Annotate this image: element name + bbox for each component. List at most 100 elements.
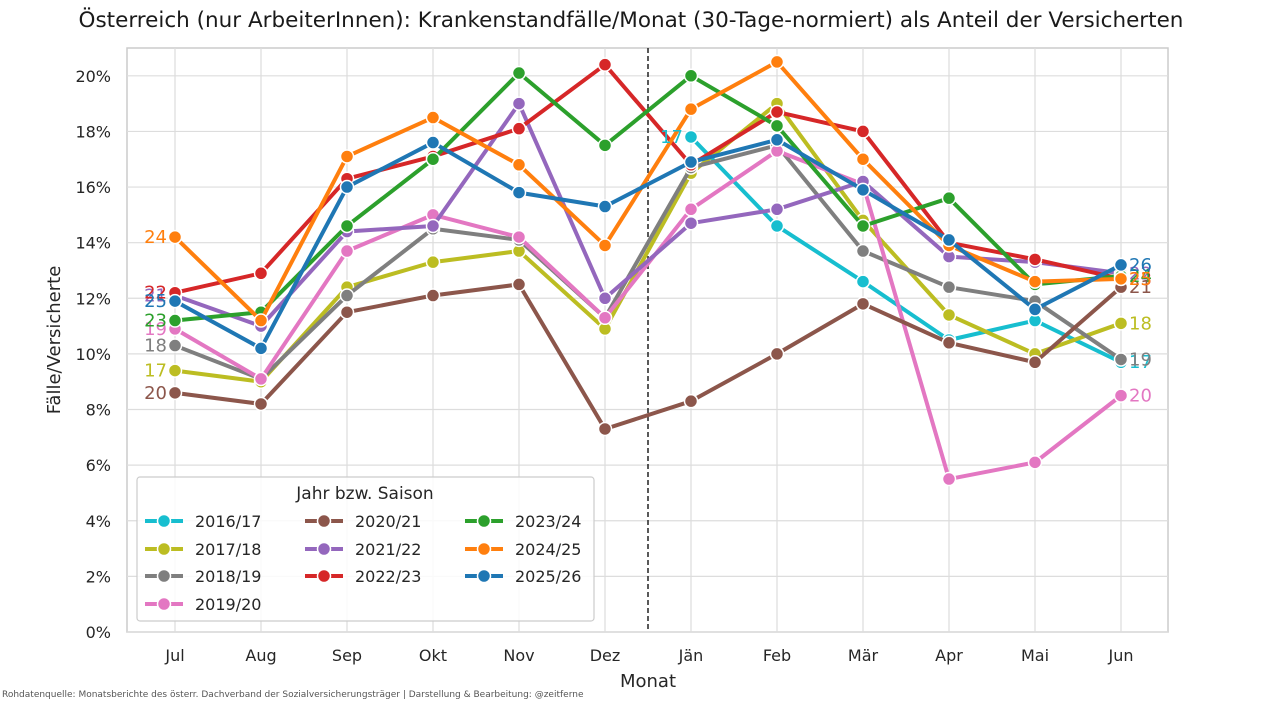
x-tick-label: Jän <box>678 646 704 665</box>
series-line <box>173 71 1123 323</box>
data-point <box>1113 316 1129 331</box>
data-point <box>683 202 699 217</box>
data-point <box>1113 271 1129 287</box>
y-tick-label: 16% <box>75 178 111 197</box>
data-point <box>1027 252 1043 267</box>
data-point <box>597 291 613 306</box>
data-point <box>511 96 527 111</box>
series-line <box>173 101 1123 384</box>
x-tick-label: Mai <box>1021 646 1049 665</box>
legend-swatch-marker <box>316 513 332 529</box>
y-tick-label: 4% <box>86 512 111 531</box>
data-point <box>683 154 699 170</box>
legend-swatch-marker <box>316 541 332 557</box>
series-end-label: 21 <box>1129 277 1152 298</box>
data-point <box>941 232 957 248</box>
source-note: Rohdatenquelle: Monatsberichte des öster… <box>2 690 584 700</box>
data-point <box>597 199 613 214</box>
series-end-label: 23 <box>1129 269 1152 290</box>
data-point <box>167 385 183 401</box>
data-point <box>855 124 871 139</box>
legend-label: 2020/21 <box>355 512 421 531</box>
legend-item: 2025/26 <box>465 567 581 586</box>
series-end-label: 22 <box>1129 263 1152 284</box>
x-tick-label: Jun <box>1108 646 1134 665</box>
series-end-label: 18 <box>1129 313 1152 334</box>
data-point <box>1113 388 1129 403</box>
legend-item: 2016/17 <box>145 512 261 531</box>
legend-items: 2016/17 2017/18 2018/19 2019/20 2020/21 2021/… <box>145 512 581 614</box>
legend-swatch-marker <box>476 541 492 557</box>
data-point <box>941 190 957 206</box>
data-point <box>597 138 613 153</box>
data-point <box>511 185 527 200</box>
data-point <box>167 363 183 378</box>
legend-swatch-marker <box>316 568 332 584</box>
data-point <box>683 101 699 117</box>
series-end-label: 24 <box>1129 266 1152 287</box>
data-point <box>769 346 785 362</box>
y-axis-label: Fälle/Versicherte <box>44 266 65 415</box>
data-point <box>425 135 441 150</box>
data-point <box>1113 257 1129 273</box>
legend-label: 2016/17 <box>195 512 261 531</box>
data-point <box>339 218 355 234</box>
legend-label: 2025/26 <box>515 567 581 586</box>
data-point <box>855 274 871 289</box>
data-point <box>253 313 269 328</box>
series-line <box>173 143 1123 381</box>
series-line <box>173 148 1123 482</box>
legend-item: 2024/25 <box>465 540 581 559</box>
data-point <box>339 288 355 303</box>
data-point <box>855 218 871 234</box>
x-tick-label: Nov <box>503 646 534 665</box>
data-point <box>253 266 269 281</box>
x-tick-label: Jul <box>164 646 184 665</box>
legend-label: 2024/25 <box>515 540 581 559</box>
y-tick-label: 20% <box>75 67 111 86</box>
data-point <box>1027 302 1043 317</box>
series-start-label: 17 <box>144 361 167 382</box>
data-point <box>769 132 785 148</box>
data-point <box>167 229 183 245</box>
data-point <box>339 179 355 195</box>
x-tick-label: Mär <box>848 646 879 665</box>
legend-label: 2023/24 <box>515 512 581 531</box>
series-end-label: 17 <box>1129 352 1152 373</box>
data-point <box>339 243 355 259</box>
y-tick-labels: 0% 2% 4% 6% 8% 10% 12% 14% 16% 18% 20% <box>75 67 111 642</box>
data-point <box>683 68 699 84</box>
data-point <box>769 118 785 134</box>
data-point <box>425 151 441 167</box>
legend: Jahr bzw. Saison 2016/172017/182018/1920… <box>136 476 595 622</box>
data-point <box>339 149 355 164</box>
data-point <box>597 421 613 437</box>
data-point <box>597 57 613 72</box>
data-point <box>167 313 183 328</box>
data-point <box>941 471 957 487</box>
x-tick-label: Sep <box>332 646 362 665</box>
data-point <box>253 396 269 412</box>
legend-item: 2019/20 <box>145 595 261 614</box>
legend-swatch-marker <box>156 596 172 612</box>
x-tick-label: Aug <box>245 646 276 665</box>
series-start-label: 20 <box>144 383 167 404</box>
series-start-label: 22 <box>144 283 167 304</box>
series-layer <box>167 54 1129 487</box>
data-point <box>1027 274 1043 289</box>
y-tick-label: 18% <box>75 122 111 141</box>
data-point <box>941 279 957 295</box>
legend-swatch-marker <box>476 513 492 529</box>
data-point <box>511 65 527 81</box>
series-end-label: 25 <box>1129 269 1152 290</box>
data-point <box>511 229 527 245</box>
data-point <box>855 243 871 259</box>
y-tick-label: 2% <box>86 567 111 586</box>
series-start-label: 21 <box>144 286 167 307</box>
chart-title: Österreich (nur ArbeiterInnen): Krankens… <box>78 8 1184 33</box>
x-tick-labels: Jul Aug Sep Okt Nov Dez Jän Feb Mär Apr Mai Jun <box>164 646 1133 665</box>
data-point <box>683 129 699 145</box>
series-end-label: 19 <box>1129 349 1152 370</box>
